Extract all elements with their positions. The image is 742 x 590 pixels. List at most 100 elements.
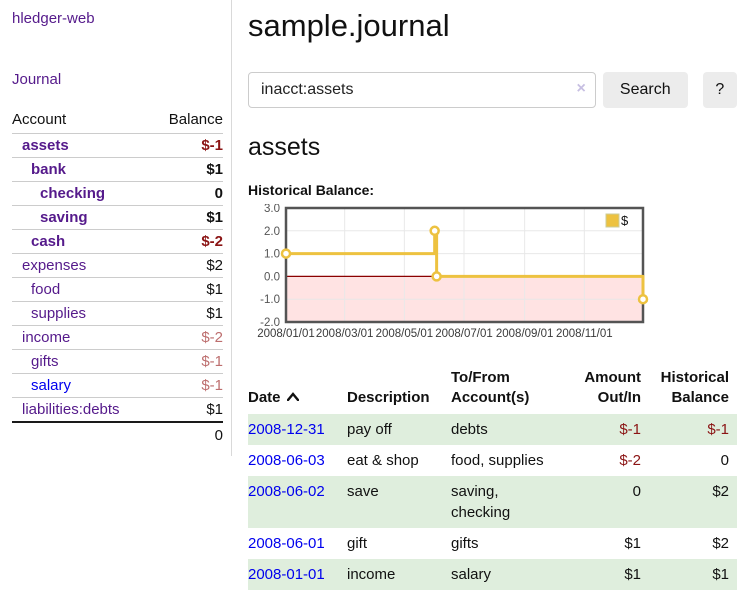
transaction-balance: $-1 bbox=[707, 421, 729, 438]
balance-column-header: Balance bbox=[168, 111, 223, 128]
transaction-balance: $2 bbox=[712, 483, 729, 500]
transaction-date-link[interactable]: 2008-06-03 bbox=[248, 452, 325, 469]
historical-balance-chart: $3.0 2.0 1.0 0.0 -1.0 -2.0 2008/01/01 2008/03/0… bbox=[248, 204, 652, 346]
help-button[interactable]: ? bbox=[702, 72, 737, 108]
account-cell: liabilities:debts bbox=[12, 398, 152, 423]
transaction-description: pay off bbox=[347, 421, 392, 438]
account-balance: $1 bbox=[206, 209, 223, 226]
transaction-date-link[interactable]: 2008-06-02 bbox=[248, 483, 325, 500]
account-link-cash[interactable]: cash bbox=[31, 233, 66, 250]
register-header-row: Date Description To/From Account(s) Amoun… bbox=[248, 364, 737, 414]
main-content: sample.journal × Search ? assets Histori… bbox=[232, 0, 742, 590]
account-balance: $-2 bbox=[201, 329, 223, 346]
account-link-income[interactable]: income bbox=[22, 329, 71, 346]
account-balance: $2 bbox=[206, 257, 223, 274]
account-balance: $-2 bbox=[201, 233, 223, 250]
account-balance: $-1 bbox=[201, 353, 223, 370]
account-balance: $1 bbox=[206, 305, 223, 322]
transaction-date-link: 2008-01-01 bbox=[248, 559, 347, 590]
account-row: liabilities:debts $1 bbox=[12, 397, 223, 423]
account-balance: $-1 bbox=[201, 377, 223, 394]
account-cell: assets bbox=[12, 134, 152, 158]
account-cell: salary bbox=[12, 374, 152, 398]
account-link-checking[interactable]: checking bbox=[40, 185, 106, 202]
account-balance: $1 bbox=[206, 161, 223, 178]
transaction-description: eat & shop bbox=[347, 452, 419, 469]
svg-text:-2.0: -2.0 bbox=[260, 317, 280, 329]
chart-title: Historical Balance: bbox=[248, 182, 375, 198]
transaction-accounts: food, supplies bbox=[451, 452, 544, 469]
transaction-amount: 0 bbox=[632, 483, 641, 500]
transaction-balance: $1 bbox=[712, 566, 729, 583]
account-link-food[interactable]: food bbox=[31, 281, 61, 298]
account-link-assets[interactable]: assets bbox=[22, 137, 69, 154]
account-link-saving[interactable]: saving bbox=[40, 209, 88, 226]
svg-text:2008/03/01: 2008/03/01 bbox=[316, 328, 374, 340]
transaction-date-link: 2008-12-31 bbox=[248, 414, 347, 445]
search-button[interactable]: Search bbox=[602, 72, 688, 108]
transaction-balance: $2 bbox=[712, 535, 729, 552]
svg-text:2008/07/01: 2008/07/01 bbox=[435, 328, 493, 340]
svg-text:$: $ bbox=[621, 213, 629, 228]
date-column-header[interactable]: Date bbox=[248, 364, 347, 414]
app-title-link[interactable]: hledger-web bbox=[12, 10, 95, 27]
transaction-accounts: saving, checking bbox=[451, 483, 511, 521]
sidebar-item-journal[interactable]: Journal bbox=[12, 71, 62, 88]
transaction-date-link[interactable]: 2008-12-31 bbox=[248, 421, 325, 438]
account-link-supplies[interactable]: supplies bbox=[31, 305, 87, 322]
account-link-gifts[interactable]: gifts bbox=[31, 353, 59, 370]
account-balance: $1 bbox=[206, 401, 223, 418]
svg-text:2008/09/01: 2008/09/01 bbox=[496, 328, 554, 340]
account-row: checking 0 bbox=[12, 181, 223, 206]
account-link-expenses[interactable]: expenses bbox=[22, 257, 87, 274]
table-row: 2008-06-01 gift gifts $1 $2 bbox=[248, 528, 737, 559]
accounts-table: Account Balance assets $-1 bank $1 checking 0… bbox=[12, 108, 223, 448]
transaction-accounts: gifts bbox=[451, 535, 479, 552]
svg-text:0.0: 0.0 bbox=[264, 271, 280, 283]
sidebar: hledger-web Journal Account Balance asse… bbox=[0, 0, 232, 456]
accounts-column-header: To/From Account(s) bbox=[451, 369, 530, 406]
account-row: salary $-1 bbox=[12, 373, 223, 398]
account-link-bank[interactable]: bank bbox=[31, 161, 67, 178]
account-row: saving $1 bbox=[12, 205, 223, 230]
transaction-date-link[interactable]: 2008-01-01 bbox=[248, 566, 325, 583]
transaction-description: gift bbox=[347, 535, 368, 552]
svg-text:1.0: 1.0 bbox=[264, 249, 280, 261]
account-row: expenses $2 bbox=[12, 253, 223, 278]
transaction-date-link: 2008-06-03 bbox=[248, 445, 347, 476]
clear-search-icon[interactable]: × bbox=[576, 80, 586, 97]
account-cell: supplies bbox=[12, 302, 152, 326]
table-row: 2008-06-03 eat & shop food, supplies $-2 0 bbox=[248, 445, 737, 476]
account-cell: cash bbox=[12, 230, 152, 254]
search-input[interactable] bbox=[248, 72, 596, 108]
account-cell: gifts bbox=[12, 350, 152, 374]
account-link-salary[interactable]: salary bbox=[31, 377, 72, 394]
account-balance: $-1 bbox=[201, 137, 223, 154]
account-balance: $1 bbox=[206, 281, 223, 298]
transaction-date-link: 2008-06-01 bbox=[248, 528, 347, 559]
transaction-amount: $1 bbox=[624, 535, 641, 552]
account-cell: checking bbox=[12, 182, 152, 206]
transaction-amount: $1 bbox=[624, 566, 641, 583]
transaction-date-link: 2008-06-02 bbox=[248, 476, 347, 528]
transaction-accounts: salary bbox=[451, 566, 492, 583]
table-row: 2008-12-31 pay off debts $-1 $-1 bbox=[248, 414, 737, 445]
svg-text:2008/01/01: 2008/01/01 bbox=[257, 328, 315, 340]
account-cell: saving bbox=[12, 206, 152, 230]
account-cell: income bbox=[12, 326, 152, 350]
table-row: 2008-06-02 save saving, checking 0 $2 bbox=[248, 476, 737, 528]
svg-text:3.0: 3.0 bbox=[264, 204, 280, 215]
balance-column-header-main: Historical Balance bbox=[660, 369, 729, 406]
svg-text:2008/11/01: 2008/11/01 bbox=[556, 328, 613, 340]
register-table: Date Description To/From Account(s) Amoun… bbox=[248, 364, 737, 590]
amount-column-header: Amount Out/In bbox=[584, 369, 641, 406]
page-title: sample.journal bbox=[248, 8, 450, 43]
account-column-header: Account bbox=[12, 111, 67, 128]
transaction-accounts: debts bbox=[451, 421, 488, 438]
transaction-date-link[interactable]: 2008-06-01 bbox=[248, 535, 325, 552]
sort-ascending-icon bbox=[286, 392, 299, 401]
account-link-liabilities-debts[interactable]: liabilities:debts bbox=[22, 401, 120, 418]
account-heading: assets bbox=[248, 133, 321, 161]
account-row: supplies $1 bbox=[12, 301, 223, 326]
